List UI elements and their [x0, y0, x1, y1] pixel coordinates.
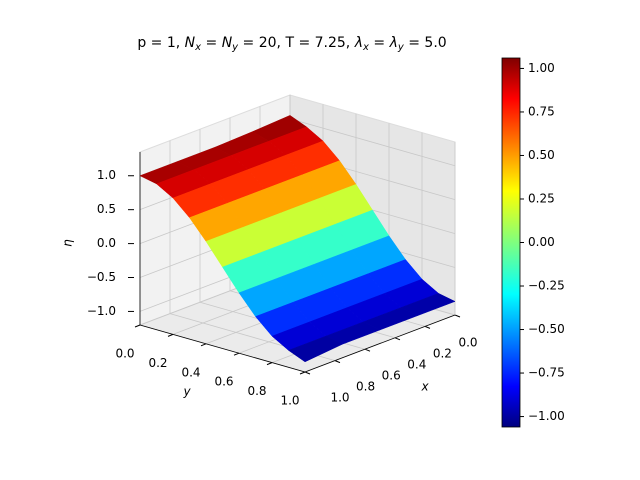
y-tick-label: 0.4 — [181, 365, 200, 379]
y-tick-label: 0.0 — [115, 347, 134, 361]
x-tick-label: 0.6 — [382, 369, 401, 383]
y-tick-label: 0.8 — [247, 384, 266, 398]
x-tick-label: 0.0 — [458, 336, 477, 350]
x-axis-label: x — [420, 380, 429, 394]
axis-line — [139, 324, 306, 373]
surface-face — [287, 335, 344, 363]
y-tick-label: 1.0 — [280, 394, 299, 408]
x-tick — [304, 371, 311, 375]
x-tick — [364, 348, 371, 352]
y-tick-label: 0.2 — [148, 356, 167, 370]
colorbar-tick-label: 0.50 — [528, 148, 555, 162]
y-tick-label: 0.6 — [214, 375, 233, 389]
z-tick-label: −0.5 — [87, 270, 116, 284]
y-tick — [167, 333, 174, 337]
grid-line — [289, 118, 456, 167]
z-tick-label: 0.5 — [97, 202, 116, 216]
z-tick-label: 0.0 — [97, 236, 116, 250]
y-axis-label: y — [182, 385, 191, 399]
chart-title: p = 1, Nx = Ny = 20, T = 7.25, λx = λy =… — [137, 35, 446, 53]
x-tick — [334, 360, 341, 364]
y-tick — [299, 371, 306, 375]
colorbar — [501, 57, 521, 428]
colorbar-tick-label: 1.00 — [528, 61, 555, 75]
colorbar-tick-label: 0.75 — [528, 104, 555, 118]
y-tick — [200, 343, 207, 347]
y-tick — [233, 352, 240, 356]
x-tick-label: 0.2 — [433, 347, 452, 361]
x-tick-label: 0.4 — [407, 358, 426, 372]
colorbar-tick-label: −1.00 — [528, 409, 565, 423]
colorbar-tick-label: 0.25 — [528, 191, 555, 205]
x-tick-label: 1.0 — [330, 391, 349, 405]
colorbar-tick-label: 0.00 — [528, 235, 555, 249]
x-tick-label: 0.8 — [356, 380, 375, 394]
z-axis-label: η — [61, 239, 75, 247]
axis-line — [304, 314, 456, 373]
x-tick — [424, 325, 431, 329]
colorbar-tick-label: −0.50 — [528, 322, 565, 336]
colorbar-tick-label: −0.75 — [528, 366, 565, 380]
x-tick — [454, 314, 461, 318]
colorbar-tick-label: −0.25 — [528, 279, 565, 293]
y-tick — [134, 324, 141, 328]
x-tick — [394, 337, 401, 341]
y-tick — [266, 362, 273, 366]
z-tick-label: −1.0 — [87, 304, 116, 318]
z-tick-label: 1.0 — [97, 168, 116, 182]
